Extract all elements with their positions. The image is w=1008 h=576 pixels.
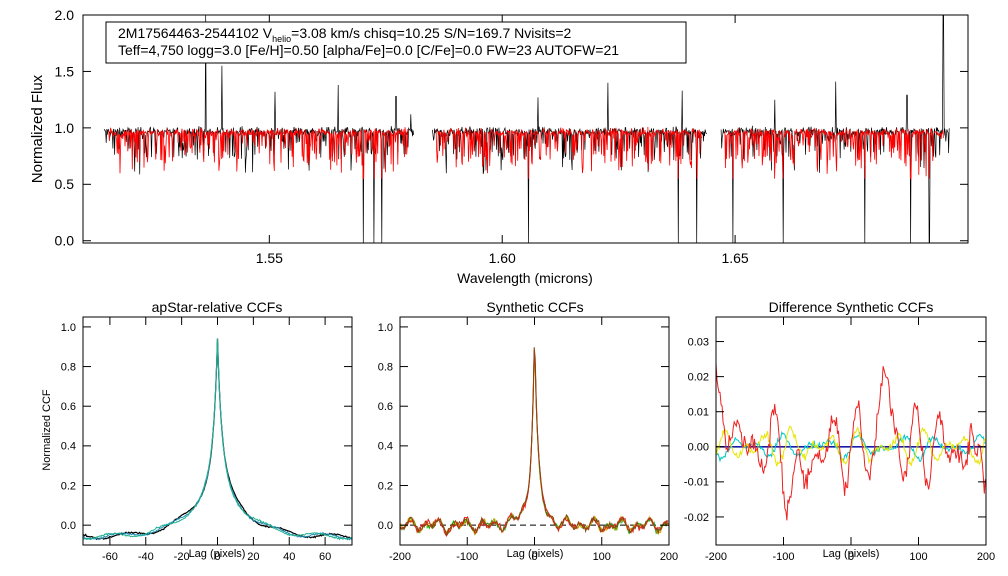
apstar-ccf-xtick-label: -20	[174, 551, 190, 563]
apstar-ccf-xtick-label: -60	[102, 551, 118, 563]
apstar-ccf-ytick-label: 1.0	[61, 322, 76, 334]
apstar-ccf-xtick-label: 40	[283, 551, 295, 563]
difference-ccf-ytick-label: -0.01	[684, 477, 709, 489]
info-line-1-subscript: helio	[272, 34, 291, 44]
difference-ccf-ytick-label: 0.02	[688, 371, 709, 383]
info-box: 2M17564463-2544102 Vhelio=3.08 km/s chis…	[105, 21, 687, 64]
spectrum-ylabel: Normalized Flux	[29, 74, 46, 183]
difference-ccf-ticks: -200 -100 0 100 200 -0.02 -0.01 0.00 0.01 0.02 0.0…	[684, 317, 995, 563]
info-line-2: Teff=4,750 logg=3.0 [Fe/H]=0.50 [alpha/F…	[118, 42, 619, 58]
synthetic-ccf-ytick-label: 0.4	[378, 441, 393, 453]
info-box-frame	[105, 21, 687, 64]
synthetic-ccf-ytick-label: 0.8	[378, 361, 393, 373]
apstar-ccf-xtick-label: -40	[138, 551, 154, 563]
info-line-1: 2M17564463-2544102 Vhelio=3.08 km/s chis…	[118, 25, 572, 44]
apstar-ccf-panel: apStar-relative CCFs -60 -40 -20 0 20 40 60 0.0…	[41, 299, 353, 563]
difference-ccf-lines	[715, 363, 986, 521]
apstar-ccf-ytick-label: 0.8	[61, 361, 76, 373]
spectrum-series-model	[107, 126, 944, 180]
apstar-ccf-ticks: -60 -40 -20 0 20 40 60 0.0 0.2 0.4 0.6 0.8 1.0	[61, 317, 352, 563]
spectrum-ytick-label: 0.5	[55, 176, 75, 192]
synthetic-ccf-title: Synthetic CCFs	[486, 299, 583, 315]
difference-ccf-panel: Difference Synthetic CCFs -200 -100 0 100 20…	[684, 299, 995, 563]
difference-ccf-xlabel: Lag (pixels)	[823, 548, 880, 560]
difference-ccf-ytick-label: 0.03	[688, 336, 709, 348]
spectrum-xtick-label: 1.65	[721, 250, 748, 266]
apstar-ccf-ytick-label: 0.4	[61, 441, 76, 453]
synthetic-ccf-ytick-label: 1.0	[378, 322, 393, 334]
synthetic-ccf-panel: Synthetic CCFs -200 -100 0 100 200 0.0 0.2 0.4 0…	[378, 299, 678, 563]
synthetic-ccf-xlabel: Lag (pixels)	[507, 548, 564, 560]
difference-ccf-series-combined	[715, 363, 986, 521]
apstar-ccf-xtick-label: 0	[214, 551, 220, 563]
synthetic-ccf-ticks: -200 -100 0 100 200 0.0 0.2 0.4 0.6 0.8 1.0	[378, 317, 678, 563]
synthetic-ccf-xtick-label: 100	[593, 551, 611, 563]
info-line-1-prefix: 2M17564463-2544102 V	[118, 25, 273, 41]
spectrum-xlabel: Wavelength (microns)	[457, 270, 593, 286]
difference-ccf-ytick-label: -0.02	[684, 512, 709, 524]
apstar-ccf-ylabel: Normalized CCF	[41, 389, 53, 471]
apstar-ccf-title: apStar-relative CCFs	[152, 299, 283, 315]
synthetic-ccf-series-mean	[399, 347, 669, 537]
synthetic-ccf-ytick-label: 0.0	[378, 520, 393, 532]
synthetic-ccf-lines	[399, 347, 669, 537]
synthetic-ccf-xtick-label: -100	[456, 551, 478, 563]
spectrum-axes-frame	[82, 14, 969, 244]
info-line-1-suffix: =3.08 km/s chisq=10.25 S/N=169.7 Nvisits…	[291, 25, 571, 41]
difference-ccf-xtick-label: 100	[909, 551, 927, 563]
apstar-ccf-ytick-label: 0.6	[61, 401, 76, 413]
synthetic-ccf-xtick-label: -200	[389, 551, 411, 563]
spectrum-lines	[103, 14, 950, 244]
difference-ccf-xtick-label: -200	[705, 551, 727, 563]
apstar-ccf-ytick-label: 0.0	[61, 520, 76, 532]
synthetic-ccf-ytick-label: 0.6	[378, 401, 393, 413]
spectrum-ytick-label: 2.0	[55, 7, 75, 23]
synthetic-ccf-xtick-label: 0	[531, 551, 537, 563]
apstar-ccf-lines	[82, 338, 353, 541]
difference-ccf-xtick-label: 0	[848, 551, 854, 563]
difference-ccf-xtick-label: 200	[977, 551, 995, 563]
apstar-ccf-xtick-label: 60	[319, 551, 331, 563]
apstar-ccf-series-visit-1	[82, 338, 353, 541]
apstar-ccf-xtick-label: 20	[247, 551, 259, 563]
difference-ccf-title: Difference Synthetic CCFs	[769, 299, 934, 315]
difference-ccf-ytick-label: 0.01	[688, 407, 709, 419]
spectrum-ytick-label: 1.0	[55, 120, 75, 136]
spectrum-ytick-label: 1.5	[55, 63, 75, 79]
difference-ccf-xtick-label: -100	[772, 551, 794, 563]
spectrum-xtick-label: 1.55	[256, 250, 283, 266]
synthetic-ccf-xtick-label: 200	[660, 551, 678, 563]
apstar-ccf-series-visit-2	[82, 339, 352, 541]
spectrum-panel: 1.55 1.60 1.65 0.0 0.5 1.0 1.5 2.0 Wavelength (…	[29, 7, 969, 286]
spectrum-ytick-label: 0.0	[55, 233, 75, 249]
spectrum-xtick-label: 1.60	[489, 250, 516, 266]
difference-ccf-ytick-label: 0.00	[688, 442, 709, 454]
apstar-ccf-xlabel: Lag (pixels)	[189, 548, 246, 560]
apstar-ccf-ytick-label: 0.2	[61, 480, 76, 492]
synthetic-ccf-ytick-label: 0.2	[378, 480, 393, 492]
spectrum-ticks: 1.55 1.60 1.65 0.0 0.5 1.0 1.5 2.0	[55, 7, 968, 266]
